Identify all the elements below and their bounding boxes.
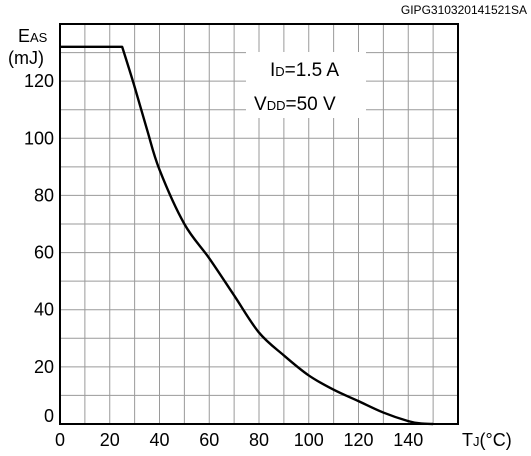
y-tick-label: 120 [24,71,54,91]
y-tick-label: 100 [24,128,54,148]
x-tick-labels: 0 20 40 60 80 100 120 140 [55,430,423,450]
y-tick-labels: 0 20 40 60 80 100 120 [24,71,54,426]
y-axis-label-unit: (mJ) [8,48,44,68]
y-tick-label: 40 [34,300,54,320]
figure-code: GIPG310320141521SA [401,3,527,17]
x-tick-label: 100 [294,430,324,450]
x-axis-label: TJ(°C) [462,430,512,450]
annotation-voltage: VDD=50 V [254,94,336,115]
y-axis-label-main: EAS [18,26,48,46]
x-tick-label: 0 [55,430,65,450]
annotation-box [246,52,366,118]
x-tick-label: 140 [393,430,423,450]
x-tick-label: 120 [343,430,373,450]
y-tick-label: 80 [34,185,54,205]
y-tick-label: 0 [44,406,54,426]
x-tick-label: 20 [100,430,120,450]
plot-frame [59,23,459,425]
x-tick-label: 40 [149,430,169,450]
y-tick-label: 20 [34,357,54,377]
y-tick-label: 60 [34,243,54,263]
x-tick-label: 60 [199,430,219,450]
annotation-current: ID=1.5 A [270,60,339,81]
series-line [60,45,434,426]
x-tick-label: 80 [249,430,269,450]
